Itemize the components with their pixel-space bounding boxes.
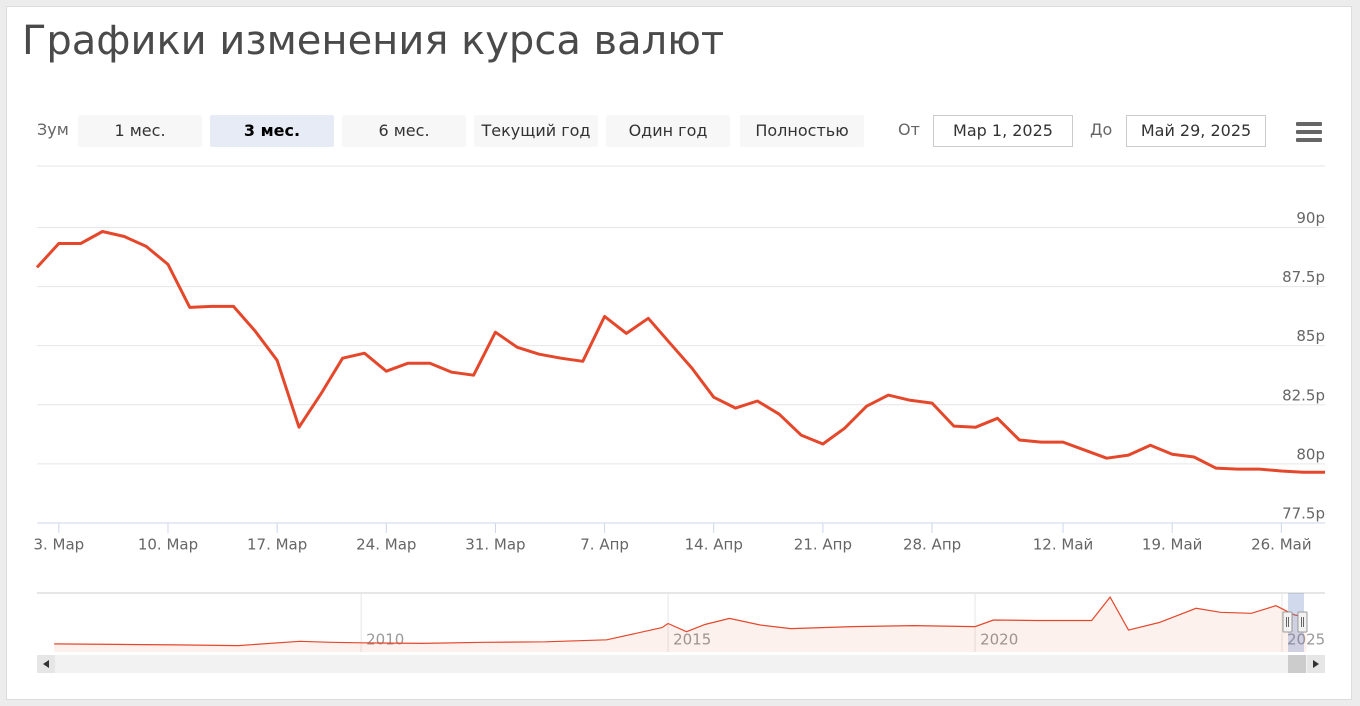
- x-tick-label: 2010: [366, 631, 404, 649]
- y-tick-label: 80р: [1296, 445, 1325, 463]
- x-tick-label: 21. Апр: [794, 536, 852, 554]
- to-input[interactable]: Май 29, 2025: [1126, 115, 1266, 147]
- zoom-button[interactable]: Один год: [606, 115, 730, 147]
- page-title: Графики изменения курса валют: [22, 18, 725, 64]
- navigator-handle: [1282, 611, 1293, 633]
- x-tick-label: 26. Май: [1251, 536, 1312, 554]
- y-tick-label: 85р: [1296, 327, 1325, 345]
- y-tick-label: 90р: [1296, 209, 1325, 227]
- y-tick-label: 82.5р: [1282, 386, 1325, 404]
- x-tick-label: 12. Май: [1033, 536, 1094, 554]
- x-tick-label: 31. Мар: [465, 536, 525, 554]
- y-tick-label: 77.5р: [1282, 505, 1325, 523]
- x-tick-label: 14. Апр: [685, 536, 743, 554]
- navigator-handle: [1297, 611, 1308, 633]
- navigator-selection: [1288, 593, 1304, 652]
- scrollbar-track: [37, 655, 1325, 673]
- x-tick-label: 2025: [1287, 631, 1325, 649]
- price-line: [35, 230, 1325, 474]
- x-tick-label: 19. Май: [1142, 536, 1203, 554]
- to-label: До: [1090, 120, 1113, 139]
- scrollbar-thumb: [1288, 655, 1306, 673]
- navigator-line: [54, 596, 1307, 647]
- zoom-label: Зум: [37, 120, 69, 139]
- scrollbar-arrow-right: [1313, 660, 1319, 668]
- scrollbar-arrow-left: [43, 660, 49, 668]
- zoom-button[interactable]: Полностью: [740, 115, 864, 147]
- x-tick-label: 17. Мар: [247, 536, 307, 554]
- navigator-area: [54, 597, 1307, 652]
- x-tick-label: 28. Апр: [903, 536, 961, 554]
- y-tick-label: 87.5р: [1282, 268, 1325, 286]
- zoom-button[interactable]: 1 мес.: [78, 115, 202, 147]
- zoom-button[interactable]: Текущий год: [474, 115, 598, 147]
- x-tick-label: 10. Мар: [138, 536, 198, 554]
- zoom-button[interactable]: 3 мес.: [210, 115, 334, 147]
- zoom-button[interactable]: 6 мес.: [342, 115, 466, 147]
- x-tick-label: 7. Апр: [580, 536, 629, 554]
- x-tick-label: 24. Мар: [356, 536, 416, 554]
- x-tick-label: 2015: [673, 631, 711, 649]
- menu-button[interactable]: [1296, 122, 1322, 142]
- from-input[interactable]: Мар 1, 2025: [933, 115, 1073, 147]
- from-label: От: [898, 120, 920, 139]
- x-tick-label: 3. Мар: [33, 536, 84, 554]
- x-tick-label: 2020: [980, 631, 1018, 649]
